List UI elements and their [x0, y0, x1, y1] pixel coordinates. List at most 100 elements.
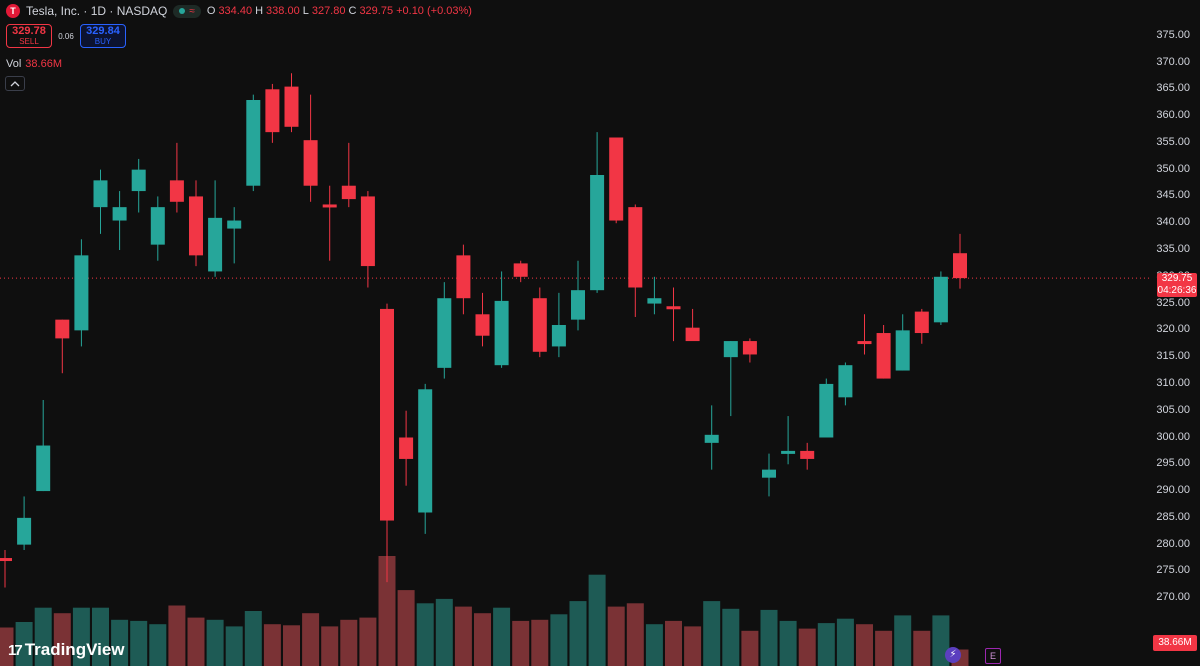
- candle-body[interactable]: [227, 220, 242, 229]
- candle-body[interactable]: [628, 207, 643, 288]
- volume-bar: [302, 613, 320, 666]
- candle-body[interactable]: [590, 175, 605, 291]
- candle-body[interactable]: [189, 196, 203, 256]
- candle-body[interactable]: [781, 450, 796, 454]
- candle-body[interactable]: [762, 469, 776, 478]
- volume-bar: [34, 607, 52, 666]
- volume-bar: [569, 601, 587, 666]
- candle-body[interactable]: [647, 298, 662, 304]
- volume-bar: [149, 624, 167, 666]
- candle-body[interactable]: [857, 341, 872, 345]
- volume-bar: [894, 615, 912, 666]
- candles: [0, 73, 967, 588]
- volume-bar: [798, 628, 816, 666]
- price-tick-label: 295.00: [1156, 457, 1190, 470]
- candle-body[interactable]: [0, 558, 12, 562]
- candle-body[interactable]: [303, 140, 318, 186]
- volume-label: Vol: [6, 58, 22, 70]
- earnings-marker[interactable]: E: [985, 648, 1001, 664]
- price-tick-label: 365.00: [1156, 82, 1190, 95]
- candle-body[interactable]: [131, 169, 146, 192]
- volume-legend[interactable]: Vol 38.66M: [6, 58, 62, 70]
- price-tick-label: 290.00: [1156, 484, 1190, 497]
- volume-bar: [0, 627, 14, 666]
- volume-bar: [703, 601, 721, 666]
- tradingview-logo[interactable]: 17 TradingView: [8, 640, 125, 660]
- candle-body[interactable]: [437, 298, 452, 368]
- volume-bar: [665, 620, 682, 666]
- candle-body[interactable]: [93, 180, 108, 208]
- candle-body[interactable]: [685, 327, 700, 342]
- lightning-icon[interactable]: ⚡: [945, 647, 961, 663]
- candle-body[interactable]: [341, 185, 356, 200]
- candle-body[interactable]: [800, 450, 815, 459]
- candle-body[interactable]: [819, 383, 834, 438]
- price-tick-label: 350.00: [1156, 162, 1190, 175]
- buy-button[interactable]: 329.84 BUY: [80, 24, 126, 48]
- candle-body[interactable]: [704, 434, 719, 443]
- candle-body[interactable]: [666, 306, 681, 310]
- candle-body[interactable]: [838, 365, 853, 398]
- price-tick-label: 345.00: [1156, 189, 1190, 202]
- candle-body[interactable]: [208, 217, 223, 272]
- sell-price: 329.78: [12, 25, 46, 38]
- candle-body[interactable]: [494, 300, 509, 366]
- candle-body[interactable]: [551, 325, 566, 347]
- candle-body[interactable]: [513, 263, 528, 277]
- volume-bar: [378, 556, 396, 666]
- candle-body[interactable]: [876, 333, 891, 379]
- volume-bar: [206, 619, 224, 666]
- candle-body[interactable]: [265, 89, 280, 133]
- symbol-title[interactable]: Tesla, Inc. · 1D · NASDAQ: [26, 4, 168, 18]
- close-value: 329.75: [359, 5, 394, 17]
- tesla-logo-icon: T: [6, 4, 20, 18]
- sell-button[interactable]: 329.78 SELL: [6, 24, 52, 48]
- price-tick-label: 305.00: [1156, 403, 1190, 416]
- candle-body[interactable]: [360, 196, 375, 267]
- candle-body[interactable]: [933, 276, 948, 323]
- last-price-value: 329.75: [1161, 273, 1193, 284]
- candle-body[interactable]: [74, 255, 89, 331]
- volume-bar: [856, 624, 873, 666]
- candle-body[interactable]: [456, 255, 471, 299]
- price-tick-label: 355.00: [1156, 135, 1190, 148]
- volume-bar: [321, 626, 339, 666]
- candle-body[interactable]: [169, 180, 184, 202]
- candle-body[interactable]: [246, 100, 261, 186]
- candle-body[interactable]: [895, 330, 910, 371]
- candle-body[interactable]: [112, 207, 127, 221]
- candle-body[interactable]: [571, 290, 585, 320]
- candle-body[interactable]: [475, 314, 490, 336]
- volume-bar: [92, 607, 109, 666]
- sell-label: SELL: [19, 36, 39, 46]
- price-tick-label: 325.00: [1156, 296, 1190, 309]
- candle-body[interactable]: [399, 437, 414, 459]
- volume-bar: [836, 618, 854, 666]
- candle-body[interactable]: [36, 445, 51, 492]
- market-open-dot-icon: [179, 8, 186, 14]
- candle-body[interactable]: [914, 311, 929, 334]
- candle-body[interactable]: [953, 253, 967, 279]
- candle-body[interactable]: [723, 341, 738, 358]
- candle-body[interactable]: [17, 517, 32, 545]
- high-label: H: [255, 5, 264, 17]
- candle-body[interactable]: [322, 204, 337, 208]
- candle-body[interactable]: [150, 207, 165, 245]
- candle-body[interactable]: [532, 298, 547, 352]
- change-value: +0.10 (+0.03%): [396, 5, 472, 17]
- volume-bar: [875, 630, 893, 666]
- candle-body[interactable]: [55, 319, 70, 339]
- market-status-badge[interactable]: ≈: [173, 4, 201, 18]
- candle-body[interactable]: [742, 341, 757, 355]
- candle-body[interactable]: [284, 86, 299, 127]
- volume-bar: [53, 613, 71, 666]
- candle-body[interactable]: [609, 137, 624, 221]
- candle-body[interactable]: [380, 308, 394, 521]
- bar-countdown: 04:26:36: [1157, 285, 1197, 296]
- volume-bar: [72, 607, 90, 666]
- collapse-legend-button[interactable]: [5, 76, 25, 91]
- candle-body[interactable]: [418, 389, 433, 513]
- volume-bar: [474, 613, 491, 666]
